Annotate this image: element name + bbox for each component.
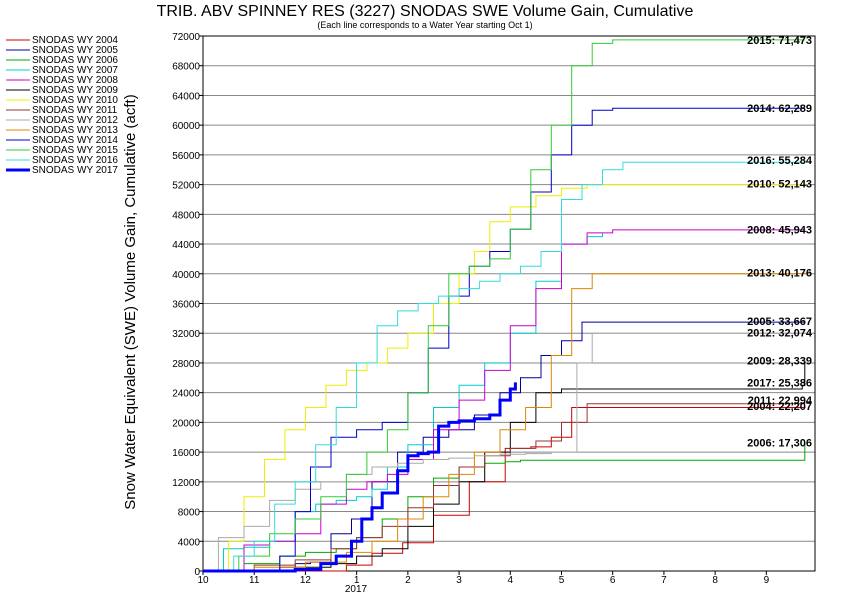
series-end-label: 2009: 28,339 xyxy=(747,355,812,367)
chart-title: TRIB. ABV SPINNEY RES (3227) SNODAS SWE … xyxy=(157,3,694,20)
x-tick-label: 3 xyxy=(456,575,462,586)
legend-item: SNODAS WY 2017 xyxy=(32,165,118,176)
chart-subtitle: (Each line corresponds to a Water Year s… xyxy=(317,20,532,30)
legend-item: SNODAS WY 2011 xyxy=(32,105,118,116)
legend-item: SNODAS WY 2009 xyxy=(32,85,118,96)
series-end-label: 2012: 32,074 xyxy=(747,328,813,340)
series-end-label: 2004: 22,207 xyxy=(747,401,812,413)
x-tick-label: 2 xyxy=(405,575,411,586)
series-line xyxy=(203,360,806,572)
x-tick-label: 9 xyxy=(764,575,770,586)
legend-item: SNODAS WY 2007 xyxy=(32,65,118,76)
y-tick-label: 20000 xyxy=(172,418,200,429)
y-tick-label: 64000 xyxy=(172,91,200,102)
y-tick-label: 8000 xyxy=(178,508,201,519)
legend-item: SNODAS WY 2016 xyxy=(32,155,118,166)
series-line xyxy=(203,442,806,572)
y-tick-label: 52000 xyxy=(172,181,200,192)
gridlines xyxy=(203,65,815,542)
y-axis: 0 4000 8000 12000 16000 20000 24000 28000 32000 3… xyxy=(172,32,203,578)
y-tick-label: 72000 xyxy=(172,32,200,43)
series-line xyxy=(203,183,806,572)
series-end-label: 2010: 52,143 xyxy=(747,179,812,191)
x-axis: 10 11 12 1 2 3 4 5 6 7 8 9 xyxy=(197,571,770,586)
series-line xyxy=(203,39,805,572)
y-tick-label: 56000 xyxy=(172,151,200,162)
y-tick-label: 12000 xyxy=(172,478,200,489)
y-tick-label: 48000 xyxy=(172,210,200,221)
x-tick-label: 12 xyxy=(300,575,312,586)
y-tick-label: 36000 xyxy=(172,300,200,311)
y-tick-label: 24000 xyxy=(172,389,200,400)
y-tick-label: 0 xyxy=(194,567,200,578)
legend-item: SNODAS WY 2015 xyxy=(32,145,118,156)
y-tick-label: 4000 xyxy=(178,537,201,548)
y-tick-label: 60000 xyxy=(172,121,200,132)
series-end-label: 2017: 25,386 xyxy=(747,377,812,389)
series-line xyxy=(203,160,806,572)
x-tick-label: 1 xyxy=(354,575,360,586)
x-tick-label: 10 xyxy=(197,575,209,586)
series-end-label: 2006: 17,306 xyxy=(747,437,812,449)
x-tick-label: 11 xyxy=(249,575,260,586)
y-tick-label: 44000 xyxy=(172,240,200,251)
series-line xyxy=(203,382,517,573)
y-tick-label: 16000 xyxy=(172,448,200,459)
y-tick-label: 28000 xyxy=(172,359,200,370)
legend-item: SNODAS WY 2013 xyxy=(32,125,118,136)
series-end-label: 2014: 62,289 xyxy=(747,103,812,115)
x-year-label: 2017 xyxy=(345,584,368,595)
series-line xyxy=(203,400,806,572)
legend-item: SNODAS WY 2006 xyxy=(32,55,118,66)
series-lines xyxy=(203,39,806,573)
series-line xyxy=(203,107,805,572)
series-end-label: 2015: 71,473 xyxy=(747,35,812,47)
legend-item: SNODAS WY 2014 xyxy=(32,135,118,146)
series-line xyxy=(203,406,806,572)
series-end-label: 2005: 33,667 xyxy=(747,316,812,328)
x-tick-label: 8 xyxy=(712,575,718,586)
series-end-label: 2008: 45,943 xyxy=(747,225,812,237)
y-tick-label: 32000 xyxy=(172,329,200,340)
series-end-label: 2011: 22,994 xyxy=(748,395,813,407)
legend-item: SNODAS WY 2004 xyxy=(32,35,118,46)
end-labels: 2004: 22,207 2005: 33,667 2006: 17,306 2008… xyxy=(747,35,813,449)
series-end-label: 2016: 55,284 xyxy=(747,155,813,167)
legend-item: SNODAS WY 2008 xyxy=(32,75,118,86)
series-line xyxy=(203,272,806,572)
x-tick-label: 7 xyxy=(661,575,667,586)
legend-item: SNODAS WY 2012 xyxy=(32,115,118,126)
legend-item: SNODAS WY 2010 xyxy=(32,95,118,106)
y-tick-label: 40000 xyxy=(172,270,200,281)
x-tick-label: 5 xyxy=(559,575,565,586)
y-axis-label: Snow Water Equivalent (SWE) Volume Gain,… xyxy=(122,94,139,509)
series-end-label: 2013: 40,176 xyxy=(747,267,812,279)
y-tick-label: 68000 xyxy=(172,62,200,73)
x-tick-label: 6 xyxy=(610,575,616,586)
series-line xyxy=(203,332,806,572)
x-tick-label: 4 xyxy=(507,575,513,586)
legend-item: SNODAS WY 2005 xyxy=(32,45,118,56)
series-line xyxy=(203,232,603,572)
